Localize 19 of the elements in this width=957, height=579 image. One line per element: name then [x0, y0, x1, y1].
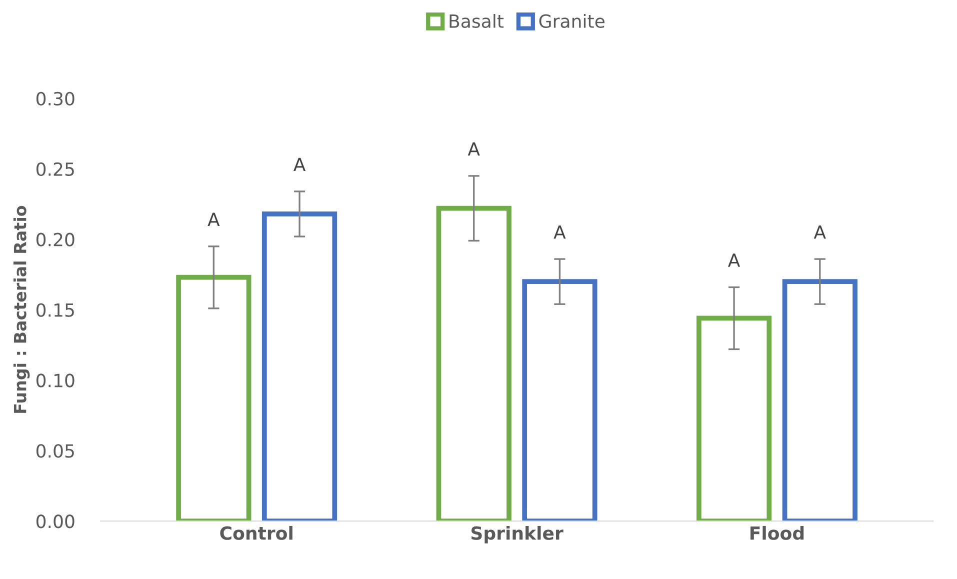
y-tick-label: 0.10 [36, 374, 74, 388]
y-tick-label: 0.05 [36, 444, 74, 458]
y-axis-title: Fungi : Bacterial Ratio [13, 206, 30, 413]
y-tick-label: 0.00 [36, 514, 74, 528]
x-tick-label: Control [220, 526, 292, 540]
y-tick-label: 0.25 [36, 162, 74, 176]
data-label: A [728, 254, 740, 267]
y-tick-label: 0.15 [36, 303, 74, 317]
x-tick-label: Sprinkler [471, 526, 564, 544]
data-label: A [208, 212, 220, 226]
legend-label: Basalt [450, 14, 504, 28]
data-label: A [293, 158, 306, 171]
legend-label: Granite [539, 14, 604, 28]
x-tick-label: Flood [750, 526, 804, 540]
data-label: A [554, 225, 566, 239]
data-label: A [468, 142, 480, 156]
data-label: A [814, 225, 826, 239]
y-tick-label: 0.20 [36, 232, 74, 246]
y-tick-label: 0.30 [36, 92, 74, 106]
